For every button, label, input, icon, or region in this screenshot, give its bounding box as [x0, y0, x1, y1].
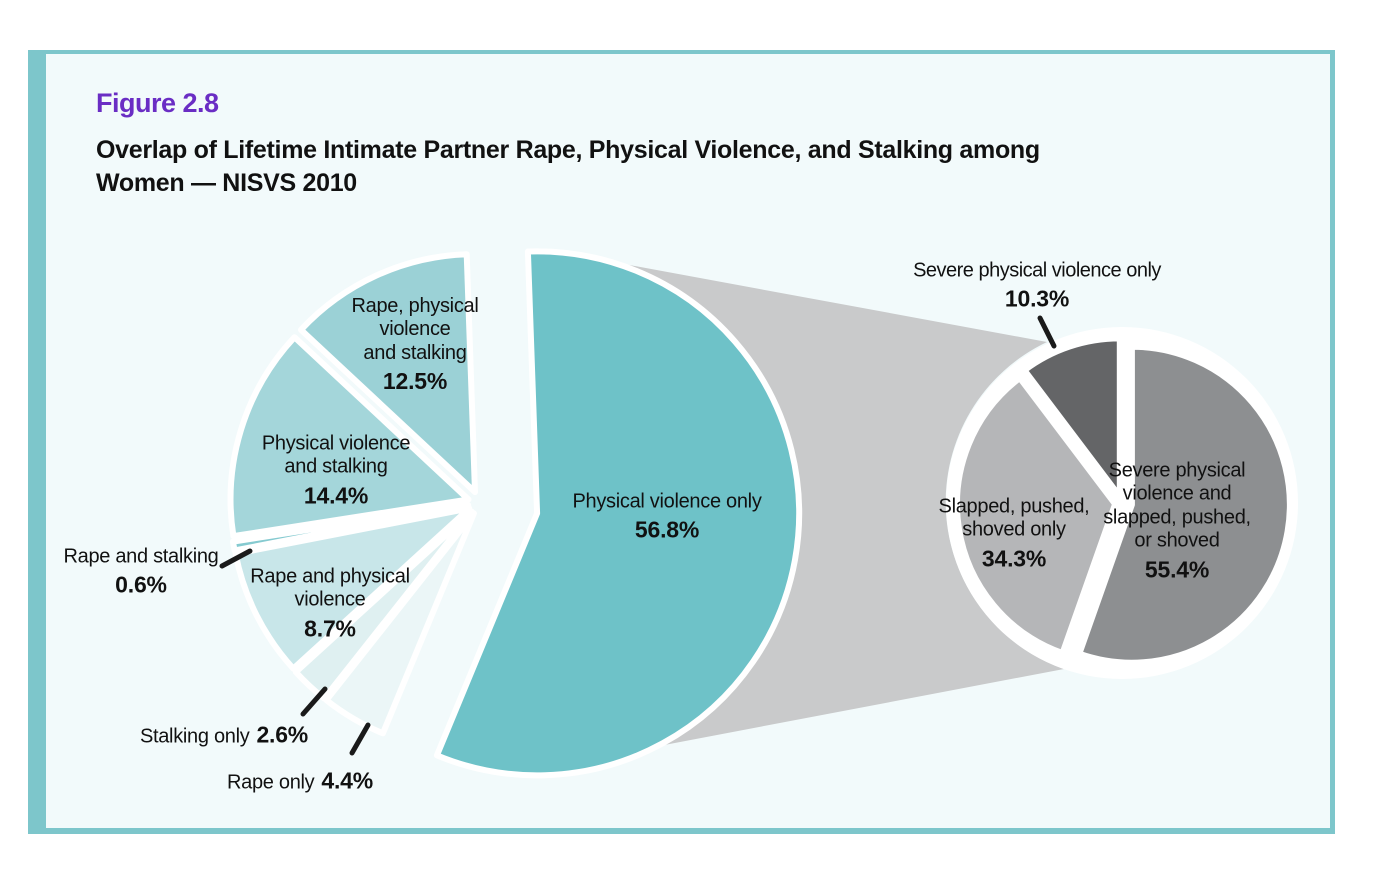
label-stalking-only: Stalking only 2.6%	[139, 721, 309, 748]
pie-slice-stalking-only	[292, 508, 475, 702]
pie-slice-severe-physical-violence-only	[1021, 335, 1123, 500]
detail-pie	[954, 335, 1293, 666]
label-slapped-pushed-shoved-only: Slapped, pushed, shoved only 34.3%	[938, 495, 1090, 572]
leader-line-rape-only	[349, 722, 371, 756]
figure-title: Overlap of Lifetime Intimate Partner Rap…	[96, 134, 1216, 199]
label-rape-physical-violence-and-stalking: Rape, physical violence and stalking 12.…	[351, 294, 479, 395]
label-rape-only: Rape only 4.4%	[227, 767, 373, 794]
pie-slice-rape-and-stalking	[230, 502, 472, 554]
label-rape-and-stalking: Rape and stalking 0.6%	[63, 545, 219, 598]
label-severe-physical-violence-only: Severe physical violence only 10.3%	[913, 259, 1161, 312]
pie-slice-physical-violence-and-stalking	[227, 334, 472, 540]
main-pie	[227, 248, 803, 779]
label-physical-violence-only: Physical violence only 56.8%	[572, 490, 762, 543]
leader-line-rape-and-stalking	[219, 548, 253, 569]
leader-line-stalking-only	[300, 686, 328, 717]
pie-slice-severe-and-slapped	[1076, 343, 1293, 666]
pie-slice-slapped-pushed-shoved-only	[954, 375, 1119, 657]
figure-number: Figure 2.8	[96, 88, 219, 118]
label-severe-and-slapped: Severe physical violence and slapped, pu…	[1103, 459, 1251, 582]
figure-title-line1: Overlap of Lifetime Intimate Partner Rap…	[96, 136, 1040, 164]
label-rape-and-physical-violence: Rape and physical violence 8.7%	[250, 565, 410, 642]
pie-slice-physical-violence-only	[433, 248, 803, 779]
leader-line-severe-physical-violence-only	[1037, 315, 1057, 349]
pie-slice-rape-physical-violence-and-stalking	[298, 251, 478, 496]
figure-title-line2: Women — NISVS 2010	[96, 168, 357, 197]
label-physical-violence-and-stalking: Physical violence and stalking 14.4%	[261, 432, 411, 509]
